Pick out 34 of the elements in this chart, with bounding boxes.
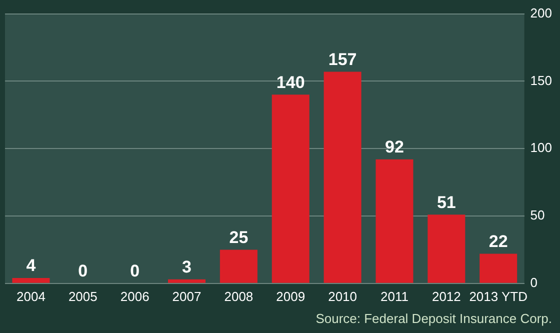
y-tick-label: 50 — [530, 208, 545, 223]
data-label: 4 — [26, 256, 36, 276]
x-tick-label: 2005 — [68, 288, 98, 304]
data-label: 25 — [229, 228, 248, 247]
bar — [12, 278, 50, 283]
y-tick-label: 200 — [530, 5, 552, 20]
data-label: 92 — [385, 138, 404, 157]
data-label: 0 — [78, 262, 88, 281]
x-tick-label: 2010 — [328, 288, 358, 304]
data-label: 3 — [182, 258, 192, 277]
bar — [220, 250, 258, 283]
x-tick-label: 2013 YTD — [469, 288, 528, 304]
bar — [480, 254, 518, 283]
y-tick-label: 150 — [530, 72, 552, 88]
bar — [324, 72, 362, 283]
y-tick-label: 100 — [530, 140, 552, 156]
data-label: 0 — [130, 262, 140, 281]
bar — [428, 214, 466, 283]
bar — [376, 159, 414, 283]
y-tick-label: 0 — [530, 274, 538, 290]
x-tick-label: 2008 — [224, 288, 254, 304]
x-tick-label: 2006 — [120, 288, 150, 304]
x-tick-label: 2009 — [276, 288, 306, 304]
data-label: 140 — [276, 72, 305, 92]
x-tick-label: 2007 — [172, 288, 202, 304]
bar — [168, 279, 206, 283]
data-label: 157 — [328, 50, 357, 69]
bar — [272, 94, 310, 283]
x-tick-label: 2012 — [432, 288, 461, 304]
x-tick-label: 2004 — [16, 288, 46, 304]
x-tick-label: 2011 — [380, 288, 408, 304]
source-note: Source: Federal Deposit Insurance Corp. — [316, 311, 552, 326]
data-label: 22 — [488, 232, 508, 251]
data-label: 51 — [436, 192, 456, 212]
